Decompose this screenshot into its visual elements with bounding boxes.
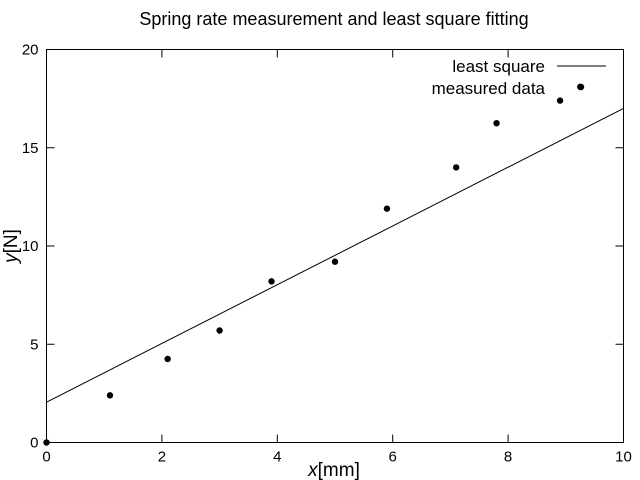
measured-data-point xyxy=(452,164,460,171)
plot-frame xyxy=(46,49,624,443)
measured-data-point xyxy=(164,355,171,363)
x-axis: 0 2 4 6 8 10 xyxy=(42,49,632,466)
legend-label-least-square: least square xyxy=(452,57,545,76)
y-tick-label: 15 xyxy=(22,140,39,157)
x-tick-label: 8 xyxy=(504,449,512,466)
x-tick-label: 4 xyxy=(273,449,281,466)
y-axis-label: y[N] xyxy=(1,229,22,265)
x-axis-unit: [mm] xyxy=(318,460,360,480)
legend-point-swatch xyxy=(577,83,585,91)
x-tick-label: 10 xyxy=(615,449,632,466)
x-tick-label: 0 xyxy=(42,449,50,466)
y-axis-unit: [N] xyxy=(1,229,22,253)
x-tick-label: 2 xyxy=(158,449,166,466)
chart-title: Spring rate measurement and least square… xyxy=(139,9,528,29)
legend: least square measured data xyxy=(432,57,606,98)
y-tick-label: 5 xyxy=(30,336,38,353)
least-square-line xyxy=(46,108,624,403)
x-tick-label: 6 xyxy=(389,449,397,466)
y-tick-label: 10 xyxy=(22,238,39,255)
measured-data-point xyxy=(556,97,564,104)
measured-data-point xyxy=(331,258,339,265)
measured-data-point xyxy=(383,205,391,212)
y-tick-label: 0 xyxy=(30,435,38,452)
x-axis-variable: x xyxy=(307,460,319,480)
y-axis-variable: y xyxy=(1,252,22,265)
measured-data-point xyxy=(268,278,275,285)
x-axis-label: x[mm] xyxy=(307,460,360,480)
y-axis: 0 5 10 15 20 xyxy=(22,42,624,452)
y-tick-label: 20 xyxy=(22,42,39,59)
measured-data-point xyxy=(106,392,114,399)
measured-data-point xyxy=(43,439,50,446)
measured-data-point xyxy=(216,327,223,334)
legend-label-measured-data: measured data xyxy=(432,79,546,98)
series-layer xyxy=(43,83,624,446)
measured-data-point xyxy=(493,119,500,127)
